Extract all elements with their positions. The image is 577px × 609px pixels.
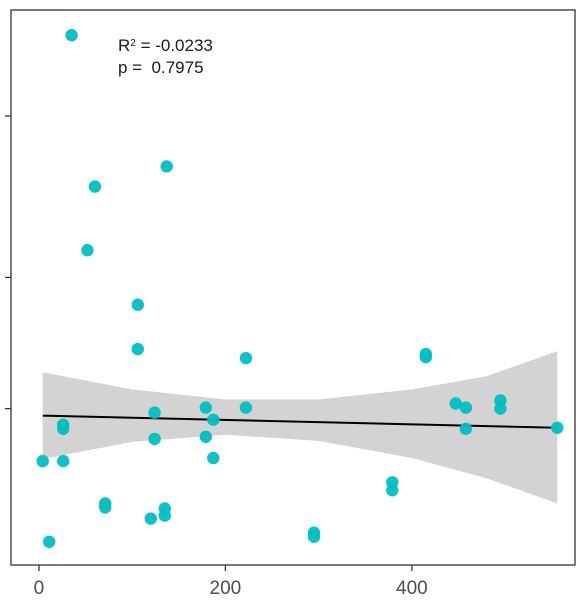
axis-ticks-layer: 0 200 400 bbox=[5, 115, 428, 599]
data-point bbox=[88, 180, 102, 193]
data-point bbox=[57, 422, 70, 435]
data-point bbox=[239, 401, 253, 414]
data-point bbox=[160, 160, 173, 173]
data-point bbox=[199, 430, 212, 443]
data-point bbox=[57, 454, 70, 468]
plot-panel-border bbox=[10, 9, 576, 566]
confidence-band bbox=[42, 351, 558, 504]
data-point bbox=[459, 422, 473, 435]
data-point bbox=[144, 512, 157, 525]
data-point bbox=[551, 421, 564, 434]
data-point bbox=[43, 535, 56, 548]
data-point bbox=[36, 454, 49, 468]
data-point bbox=[99, 501, 112, 514]
data-point bbox=[65, 29, 78, 42]
data-point bbox=[239, 351, 253, 365]
data-point bbox=[81, 244, 94, 257]
data-point bbox=[386, 484, 399, 497]
data-point bbox=[449, 397, 462, 410]
data-point bbox=[158, 509, 171, 522]
data-point bbox=[494, 402, 507, 415]
regression-line bbox=[42, 414, 558, 429]
data-point bbox=[307, 530, 321, 543]
x-tick-label: 0 bbox=[34, 578, 45, 599]
data-point bbox=[207, 413, 220, 426]
x-tick-label: 200 bbox=[210, 578, 242, 599]
data-point bbox=[199, 401, 212, 414]
data-points-layer bbox=[36, 29, 564, 548]
data-point bbox=[148, 406, 161, 419]
confidence-band-layer bbox=[42, 351, 558, 504]
r-squared-label: R2 = -0.0233 bbox=[118, 36, 213, 55]
data-point bbox=[148, 432, 161, 446]
data-point bbox=[131, 298, 144, 311]
data-point bbox=[131, 342, 144, 356]
data-point bbox=[207, 451, 220, 465]
data-point bbox=[459, 401, 473, 414]
fit-statistics-annotation: R2 = -0.0233 p = 0.7975 bbox=[118, 33, 213, 79]
p-value-label: p = 0.7975 bbox=[118, 58, 204, 77]
fit-line-layer bbox=[42, 414, 558, 429]
data-point bbox=[419, 350, 432, 364]
x-tick-label: 400 bbox=[396, 578, 428, 599]
